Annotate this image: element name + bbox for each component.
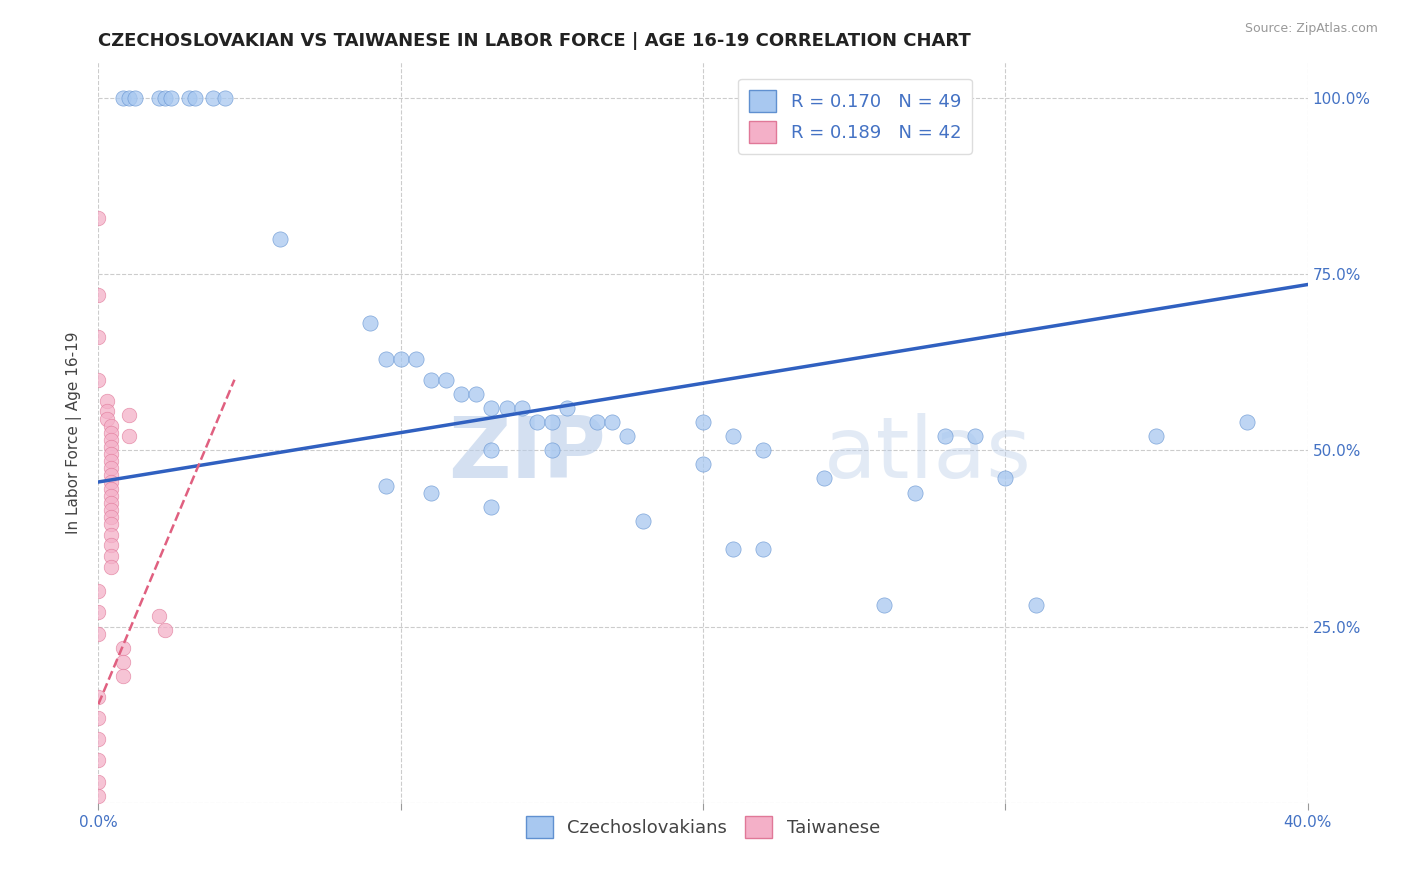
- Point: [616, 429, 638, 443]
- Point: [692, 458, 714, 472]
- Point: [118, 408, 141, 422]
- Point: [100, 425, 122, 440]
- Point: [994, 471, 1017, 485]
- Point: [153, 91, 176, 105]
- Point: [100, 454, 122, 468]
- Point: [360, 316, 382, 330]
- Point: [148, 609, 170, 624]
- Point: [96, 411, 118, 425]
- Point: [374, 351, 396, 366]
- Point: [1144, 429, 1167, 443]
- Point: [723, 541, 745, 556]
- Point: [111, 669, 134, 683]
- Point: [723, 429, 745, 443]
- Point: [434, 373, 457, 387]
- Point: [873, 599, 896, 613]
- Point: [87, 732, 110, 747]
- Point: [111, 640, 134, 655]
- Point: [100, 549, 122, 563]
- Point: [87, 789, 110, 803]
- Point: [100, 510, 122, 524]
- Point: [813, 471, 835, 485]
- Point: [87, 288, 110, 302]
- Point: [100, 489, 122, 503]
- Point: [111, 91, 134, 105]
- Point: [100, 433, 122, 447]
- Point: [465, 387, 488, 401]
- Y-axis label: In Labor Force | Age 16-19: In Labor Force | Age 16-19: [66, 331, 83, 534]
- Point: [100, 538, 122, 552]
- Point: [374, 478, 396, 492]
- Point: [510, 401, 533, 415]
- Point: [153, 623, 176, 637]
- Point: [405, 351, 427, 366]
- Point: [586, 415, 609, 429]
- Point: [540, 415, 562, 429]
- Legend: Czechoslovakians, Taiwanese: Czechoslovakians, Taiwanese: [519, 809, 887, 846]
- Point: [100, 559, 122, 574]
- Point: [450, 387, 472, 401]
- Point: [148, 91, 170, 105]
- Point: [420, 373, 443, 387]
- Point: [269, 232, 291, 246]
- Point: [1024, 599, 1046, 613]
- Point: [202, 91, 225, 105]
- Point: [118, 429, 141, 443]
- Point: [100, 503, 122, 517]
- Point: [904, 485, 927, 500]
- Point: [752, 443, 775, 458]
- Point: [87, 774, 110, 789]
- Point: [752, 541, 775, 556]
- Point: [87, 373, 110, 387]
- Point: [160, 91, 183, 105]
- Text: CZECHOSLOVAKIAN VS TAIWANESE IN LABOR FORCE | AGE 16-19 CORRELATION CHART: CZECHOSLOVAKIAN VS TAIWANESE IN LABOR FO…: [98, 32, 972, 50]
- Point: [87, 711, 110, 725]
- Point: [495, 401, 517, 415]
- Point: [481, 401, 503, 415]
- Point: [481, 443, 503, 458]
- Point: [87, 330, 110, 344]
- Point: [118, 91, 141, 105]
- Point: [100, 440, 122, 454]
- Point: [87, 690, 110, 704]
- Point: [540, 443, 562, 458]
- Point: [420, 485, 443, 500]
- Point: [100, 475, 122, 489]
- Point: [96, 393, 118, 408]
- Point: [100, 447, 122, 461]
- Point: [111, 655, 134, 669]
- Point: [100, 482, 122, 496]
- Point: [87, 211, 110, 225]
- Point: [1236, 415, 1258, 429]
- Point: [214, 91, 236, 105]
- Point: [87, 626, 110, 640]
- Point: [100, 496, 122, 510]
- Point: [96, 404, 118, 418]
- Point: [179, 91, 201, 105]
- Point: [124, 91, 146, 105]
- Point: [481, 500, 503, 514]
- Point: [100, 517, 122, 532]
- Point: [100, 418, 122, 433]
- Point: [100, 528, 122, 542]
- Point: [692, 415, 714, 429]
- Text: atlas: atlas: [824, 413, 1032, 496]
- Point: [602, 415, 624, 429]
- Point: [934, 429, 956, 443]
- Point: [100, 467, 122, 482]
- Point: [555, 401, 578, 415]
- Point: [87, 754, 110, 768]
- Point: [526, 415, 548, 429]
- Point: [87, 606, 110, 620]
- Point: [965, 429, 987, 443]
- Point: [100, 461, 122, 475]
- Point: [87, 584, 110, 599]
- Point: [389, 351, 412, 366]
- Text: ZIP: ZIP: [449, 413, 606, 496]
- Text: Source: ZipAtlas.com: Source: ZipAtlas.com: [1244, 22, 1378, 36]
- Point: [184, 91, 207, 105]
- Point: [631, 514, 654, 528]
